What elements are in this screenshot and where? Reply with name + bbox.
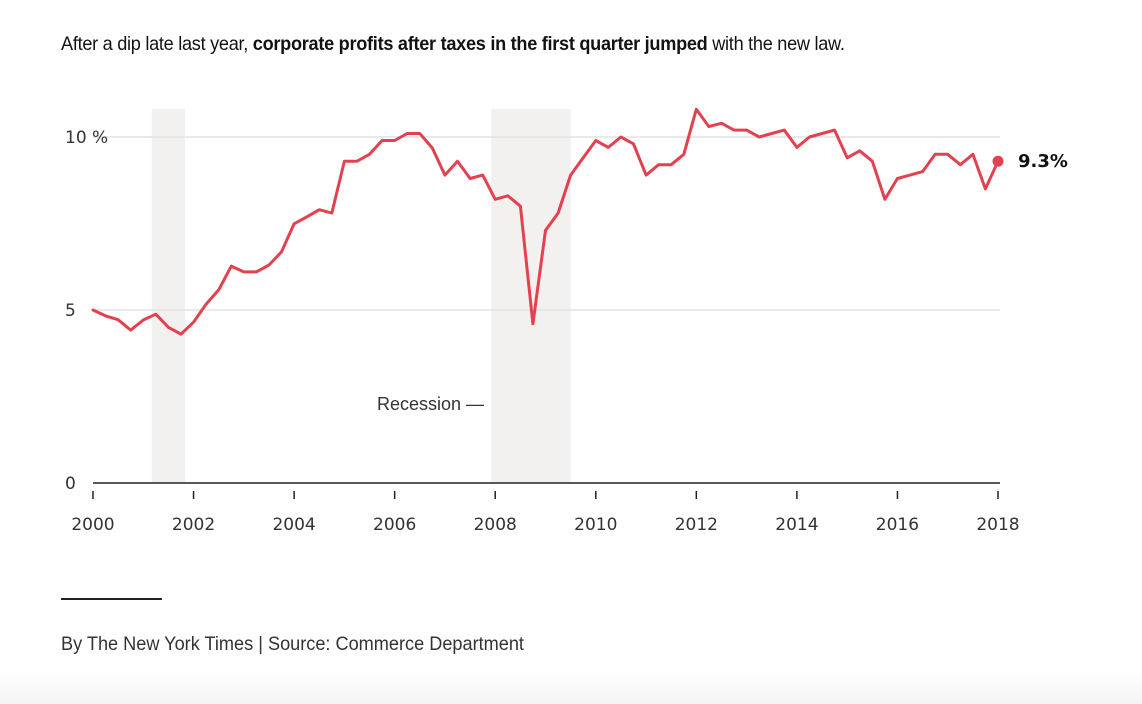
series-line [91,107,1000,336]
headline-bold: corporate profits after taxes in the fir… [252,33,708,55]
y-tick-label: 5 [65,301,76,321]
line-chart: 2000 2002 2004 2006 2008 2010 2012 2014 2016 2018… [65,107,1068,535]
x-tick-label: 2018 [976,515,1019,535]
x-tick-label: 2000 [71,515,114,535]
grid-lines [93,136,1000,311]
x-tick-label: 2012 [675,515,718,535]
headline-lead: After a dip late last year, [61,33,253,55]
end-value-label: 9.3% [1018,151,1068,172]
headline-tail: with the new law. [707,33,845,55]
x-tick-label: 2014 [775,515,818,535]
x-tick-label: 2002 [172,515,215,535]
y-axis-labels: 0 5 10 % [65,128,108,494]
x-tick-label: 2016 [876,515,919,535]
recession-band-0 [151,109,186,483]
recession-annotation: Recession — [377,394,484,414]
footer-divider [61,598,162,600]
chart-headline: After a dip late last year, corporate pr… [61,33,845,56]
recession-bands [151,109,571,483]
y-tick-label: 10 % [65,128,108,148]
x-tick-label: 2010 [574,515,617,535]
x-tick-label: 2004 [272,515,315,535]
x-tick-label: 2006 [373,515,416,535]
x-tick-label: 2008 [474,515,517,535]
y-tick-label: 0 [65,474,76,494]
x-axis: 2000 2002 2004 2006 2008 2010 2012 2014 2016 2018 [71,482,1020,535]
series-line-group [91,107,1004,336]
end-point-marker [992,155,1004,167]
credit-line: By The New York Times | Source: Commerce… [61,633,524,655]
